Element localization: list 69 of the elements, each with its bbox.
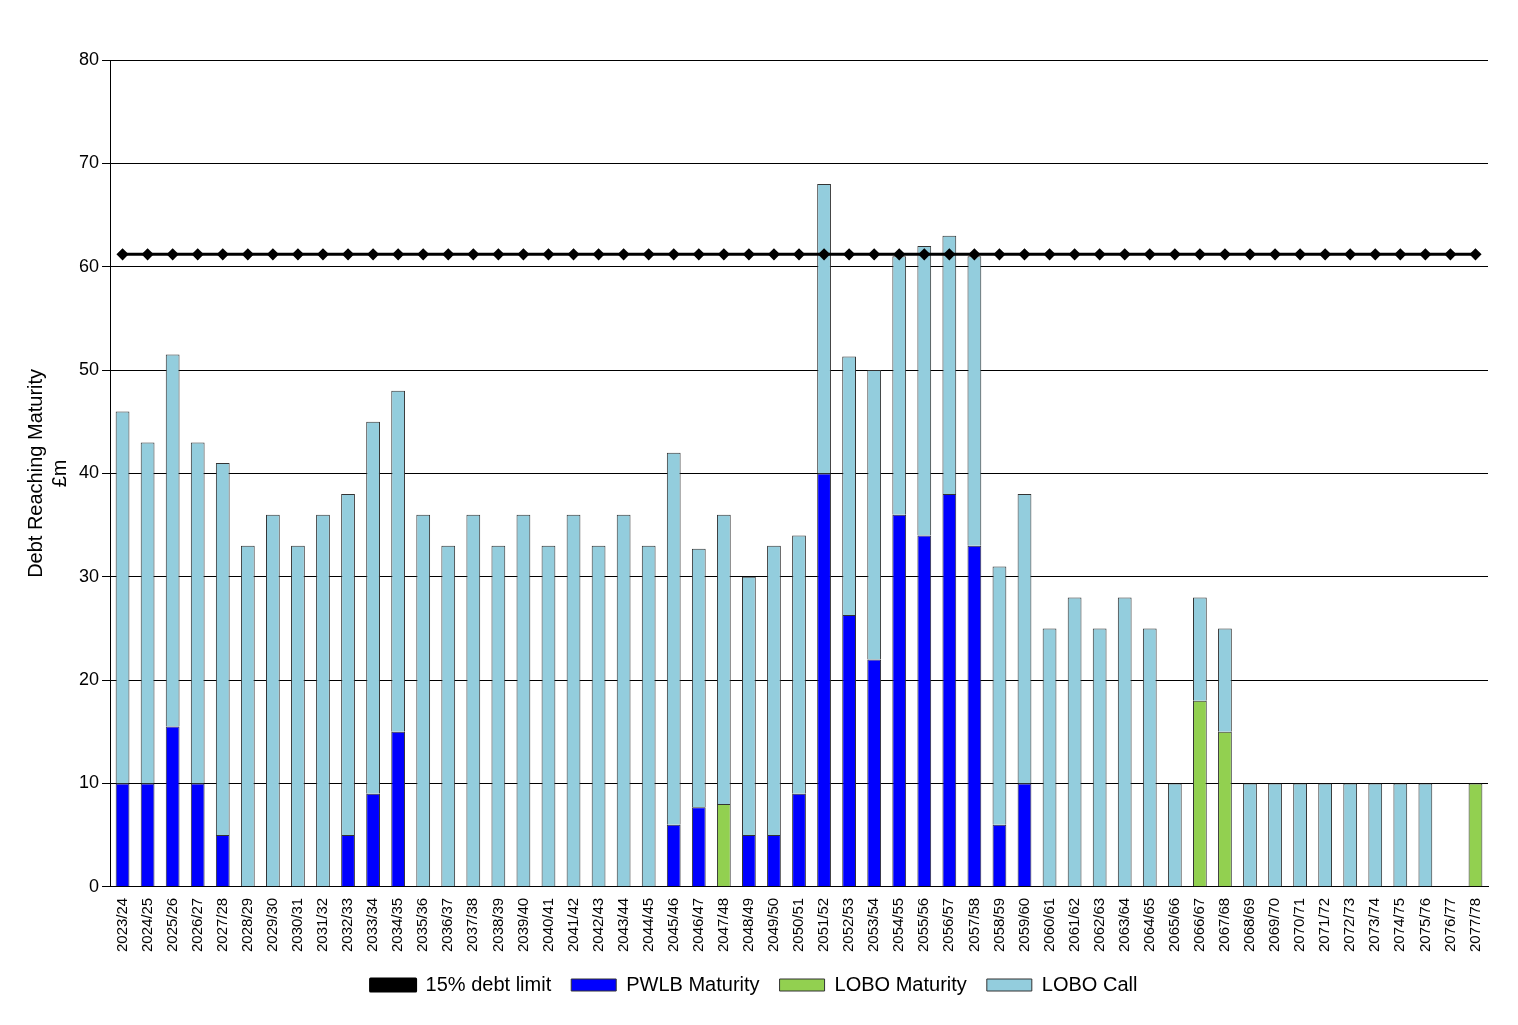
x-tick-label: 2028/29	[237, 897, 255, 953]
x-tick-label: 2061/62	[1064, 897, 1082, 953]
x-tick-label: 2031/32	[313, 897, 331, 953]
x-tick-label: 2027/28	[212, 897, 230, 953]
x-tick-label: 2072/73	[1340, 897, 1358, 953]
x-tick-label: 2038/39	[488, 897, 506, 953]
x-tick-label: 2059/60	[1014, 897, 1032, 953]
x-tick-label: 2063/64	[1114, 897, 1132, 953]
x-tick-label: 2051/52	[814, 897, 832, 953]
legend-label: 15% debt limit	[425, 972, 552, 995]
x-tick-label: 2033/34	[363, 897, 381, 953]
x-tick-label: 2052/53	[839, 897, 857, 953]
x-tick-label: 2065/66	[1164, 897, 1182, 953]
x-tick-label: 2068/69	[1240, 897, 1258, 953]
x-tick-label: 2071/72	[1315, 897, 1333, 953]
x-tick-label: 2074/75	[1390, 897, 1408, 953]
x-tick-label: 2055/56	[914, 897, 932, 953]
x-tick-label: 2067/68	[1215, 897, 1233, 953]
legend-label: LOBO Call	[1041, 972, 1138, 995]
x-tick-label: 2034/35	[388, 897, 406, 953]
x-tick-label: 2056/57	[939, 897, 957, 953]
x-tick-label: 2066/67	[1190, 897, 1208, 953]
x-tick-label: 2054/55	[889, 897, 907, 953]
x-tick-label: 2045/46	[663, 897, 681, 953]
y-tick-label: 80	[78, 48, 100, 69]
x-tick-label: 2037/38	[463, 897, 481, 953]
x-tick-label: 2057/58	[964, 897, 982, 953]
x-tick-label: 2040/41	[538, 897, 556, 953]
x-tick-label: 2043/44	[613, 897, 631, 953]
x-tick-label: 2024/25	[137, 897, 155, 953]
x-tick-label: 2036/37	[438, 897, 456, 953]
x-tick-label: 2075/76	[1415, 897, 1433, 953]
x-tick-label: 2030/31	[288, 897, 306, 953]
x-tick-label: 2023/24	[112, 897, 130, 953]
x-tick-label: 2042/43	[588, 897, 606, 953]
x-tick-label: 2062/63	[1089, 897, 1107, 953]
y-tick-label: 70	[78, 152, 100, 173]
x-tick-label: 2064/65	[1139, 897, 1157, 953]
x-tick-label: 2060/61	[1039, 897, 1057, 953]
x-tick-label: 2076/77	[1440, 897, 1458, 953]
x-tick-label: 2053/54	[864, 897, 882, 953]
x-tick-label: 2032/33	[338, 897, 356, 953]
x-tick-label: 2047/48	[713, 897, 731, 953]
y-tick-label: 30	[78, 565, 100, 586]
x-tick-label: 2035/36	[413, 897, 431, 953]
x-tick-label: 2073/74	[1365, 897, 1383, 953]
y-tick-label: 60	[78, 255, 100, 276]
x-tick-label: 2041/42	[563, 897, 581, 953]
x-tick-label: 2048/49	[739, 897, 757, 953]
x-tick-label: 2077/78	[1465, 897, 1483, 953]
y-tick-label: 0	[89, 875, 100, 896]
y-axis-title: Debt Reaching Maturity £m	[23, 368, 70, 578]
y-tick-label: 50	[78, 359, 100, 380]
x-tick-label: 2029/30	[263, 897, 281, 953]
x-tick-label: 2069/70	[1265, 897, 1283, 953]
y-tick-label: 40	[78, 462, 100, 483]
x-tick-label: 2058/59	[989, 897, 1007, 953]
x-tick-label: 2039/40	[513, 897, 531, 953]
x-tick-label: 2026/27	[187, 897, 205, 953]
x-tick-label: 2049/50	[764, 897, 782, 953]
x-tick-label: 2025/26	[162, 897, 180, 953]
x-tick-label: 2050/51	[789, 897, 807, 953]
x-tick-label: 2070/71	[1290, 897, 1308, 953]
legend-label: PWLB Maturity	[626, 972, 760, 995]
y-tick-label: 10	[78, 772, 100, 793]
y-tick-label: 20	[78, 669, 100, 690]
x-tick-label: 2046/47	[688, 897, 706, 953]
x-tick-label: 2044/45	[638, 897, 656, 953]
legend-label: LOBO Maturity	[834, 972, 967, 995]
